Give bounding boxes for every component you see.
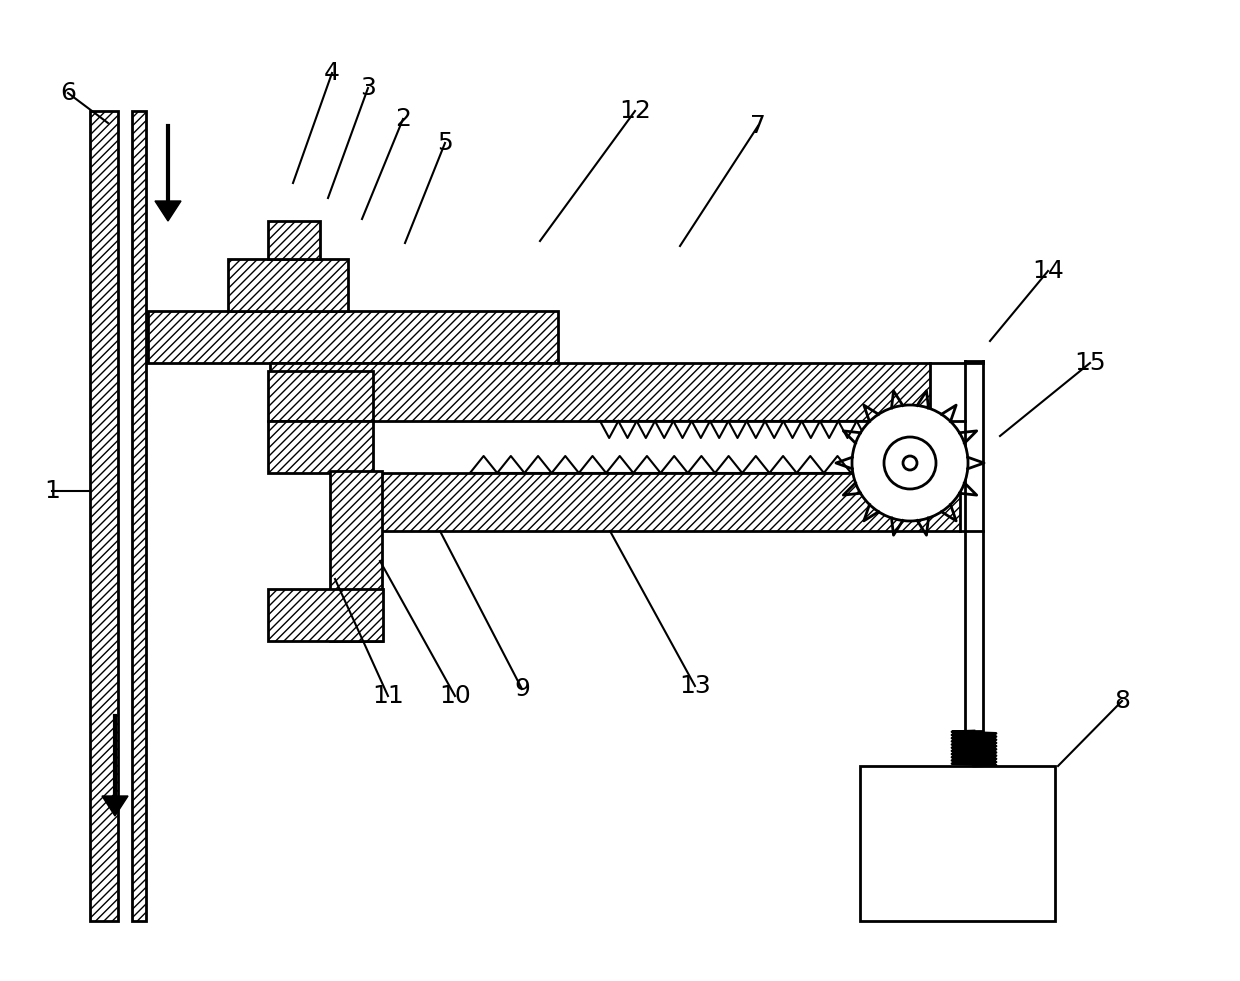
Text: 5: 5	[438, 131, 453, 155]
Text: 15: 15	[1074, 351, 1106, 375]
Text: 11: 11	[372, 684, 404, 708]
Text: 4: 4	[324, 61, 340, 85]
Bar	[330, 471, 382, 641]
Text: 3: 3	[360, 76, 376, 100]
Bar	[268, 589, 383, 641]
Bar	[91, 111, 118, 921]
Circle shape	[852, 405, 968, 521]
Text: 8: 8	[1114, 689, 1130, 713]
Text: 9: 9	[515, 677, 529, 701]
Text: 7: 7	[750, 114, 766, 138]
Bar	[268, 421, 373, 473]
Text: 12: 12	[619, 99, 651, 123]
Bar	[131, 111, 146, 921]
Bar	[148, 311, 558, 363]
Polygon shape	[155, 201, 181, 221]
Text: 6: 6	[60, 81, 76, 105]
Text: 14: 14	[1032, 259, 1064, 283]
Text: 2: 2	[396, 107, 410, 131]
Bar	[268, 221, 320, 259]
Bar	[370, 473, 960, 531]
Text: 10: 10	[439, 684, 471, 708]
Text: 13: 13	[680, 674, 711, 698]
Bar	[228, 259, 348, 311]
Bar	[268, 371, 373, 421]
Bar	[270, 363, 930, 421]
Polygon shape	[102, 796, 128, 816]
Bar	[965, 361, 983, 731]
Text: 1: 1	[45, 479, 60, 503]
Bar	[861, 766, 1055, 921]
